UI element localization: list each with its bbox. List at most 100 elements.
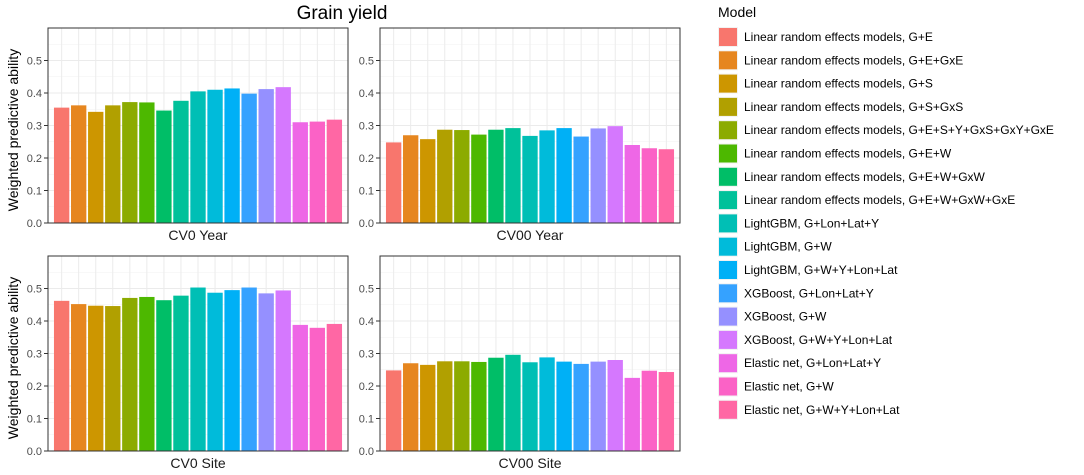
y-tick-label: 0.1 <box>359 186 374 198</box>
bar-9 <box>522 135 538 223</box>
bar-4 <box>437 129 453 223</box>
legend-item: XGBoost, G+Lon+Lat+Y <box>718 283 874 304</box>
bar-2 <box>403 135 419 223</box>
bar-2 <box>403 363 419 451</box>
legend-item: Linear random effects models, G+E+W <box>718 143 952 164</box>
bar-14 <box>275 290 291 451</box>
y-tick-label: 0.4 <box>359 316 374 328</box>
bar-3 <box>88 305 104 451</box>
facet-label: CV0 Site <box>170 455 225 471</box>
bar-2 <box>71 304 87 451</box>
bar-17 <box>326 119 343 223</box>
y-axis-label-top: Weighted predictive ability <box>5 49 21 211</box>
panel-border <box>47 27 349 224</box>
bar-10 <box>539 357 555 451</box>
y-tick-label: 0.2 <box>27 153 42 165</box>
bar-10 <box>207 89 223 223</box>
y-tick-label: 0.4 <box>27 316 42 328</box>
bar-12 <box>241 93 257 224</box>
y-tick-label: 0.2 <box>359 381 374 393</box>
bar-5 <box>454 130 470 223</box>
legend-label: LightGBM, G+W <box>744 240 832 254</box>
legend-key-swatch <box>719 167 737 186</box>
legend-label: Linear random effects models, G+E+GxE <box>744 53 963 67</box>
panel-border <box>47 255 349 452</box>
bar-4 <box>105 306 121 451</box>
bar-15 <box>292 122 308 223</box>
legend-key-swatch <box>719 144 737 163</box>
y-tick-label: 0.2 <box>27 381 42 393</box>
legend-item: Linear random effects models, G+E+GxE <box>718 50 963 71</box>
y-tick-label: 0.0 <box>27 446 42 458</box>
y-tick-label: 0.0 <box>359 446 374 458</box>
bar-1 <box>385 142 402 223</box>
facet-label: CV00 Year <box>497 227 564 243</box>
facet-label: CV00 Site <box>498 455 561 471</box>
legend-key-swatch <box>719 214 737 233</box>
y-tick-label: 0.2 <box>359 153 374 165</box>
bar-16 <box>641 148 657 223</box>
bar-14 <box>607 360 623 451</box>
legend-item: LightGBM, G+W+Y+Lon+Lat <box>718 260 898 280</box>
legend-label: Linear random effects models, G+E+W <box>744 147 952 161</box>
legend-key-swatch <box>719 307 737 326</box>
bar-17 <box>326 323 343 451</box>
y-tick-label: 0.1 <box>359 414 374 426</box>
legend-item: LightGBM, G+W <box>718 236 832 257</box>
legend-label: Linear random effects models, G+E <box>744 30 933 44</box>
bar-1 <box>385 370 402 451</box>
legend-key-swatch <box>719 121 737 140</box>
legend-item: Linear random effects models, G+S+GxS <box>718 96 963 117</box>
bar-15 <box>624 145 640 223</box>
bar-10 <box>207 292 223 451</box>
panel-border <box>379 27 681 224</box>
bar-17 <box>658 149 675 223</box>
y-tick-label: 0.0 <box>359 218 374 230</box>
bar-12 <box>241 287 257 451</box>
bar-13 <box>590 128 606 223</box>
legend-label: Elastic net, G+W+Y+Lon+Lat <box>744 403 900 417</box>
legend-key-swatch <box>719 400 737 419</box>
bar-5 <box>122 297 138 451</box>
y-tick-label: 0.1 <box>27 186 42 198</box>
bar-8 <box>173 100 189 223</box>
y-tick-label: 0.3 <box>359 121 374 133</box>
legend-label: LightGBM, G+W+Y+Lon+Lat <box>744 263 898 277</box>
facet-panels: 0.0 0.1 0.2 0.3 0.4 0.5 CV0 Year 0.00.10.20.30.… <box>27 27 681 471</box>
panel-cv0-site: 0.0 0.1 0.2 0.3 0.4 0.5 CV0 Site <box>27 255 349 471</box>
bar-5 <box>454 361 470 451</box>
bar-7 <box>488 357 504 451</box>
legend-item: LightGBM, G+Lon+Lat+Y <box>718 213 879 234</box>
legend-label: LightGBM, G+Lon+Lat+Y <box>744 216 879 230</box>
bar-16 <box>309 121 325 223</box>
bar-6 <box>471 134 487 223</box>
legend-key-swatch <box>719 74 737 93</box>
legend-key-swatch <box>719 261 737 279</box>
facet-label: CV0 Year <box>168 227 227 243</box>
legend-label: XGBoost, G+W <box>744 310 827 324</box>
bar-11 <box>224 290 240 451</box>
bar-9 <box>522 362 538 451</box>
legend-key-swatch <box>719 354 737 373</box>
bar-6 <box>139 296 155 451</box>
chart-title: Grain yield <box>297 3 388 24</box>
y-tick-label: 0.5 <box>359 284 374 296</box>
panel-cv0-year: 0.0 0.1 0.2 0.3 0.4 0.5 CV0 Year <box>27 27 349 243</box>
y-tick-label: 0.0 <box>27 218 42 230</box>
bar-14 <box>607 126 623 223</box>
legend-item: Linear random effects models, G+S <box>718 73 933 94</box>
bar-17 <box>658 372 675 451</box>
bar-9 <box>190 287 206 451</box>
bar-15 <box>624 377 640 451</box>
legend-item: Elastic net, G+W <box>718 376 834 397</box>
bar-1 <box>53 300 70 451</box>
bar-9 <box>190 91 206 223</box>
bar-1 <box>53 107 70 223</box>
legend-title: Model <box>718 4 756 20</box>
bar-8 <box>505 128 521 223</box>
panel-cv00-year: 0.0 0.1 0.2 0.3 0.4 0.5 CV00 Year <box>359 27 681 243</box>
bar-10 <box>539 130 555 223</box>
bar-13 <box>258 293 274 451</box>
bar-16 <box>641 370 657 451</box>
legend-key-swatch <box>719 191 737 210</box>
